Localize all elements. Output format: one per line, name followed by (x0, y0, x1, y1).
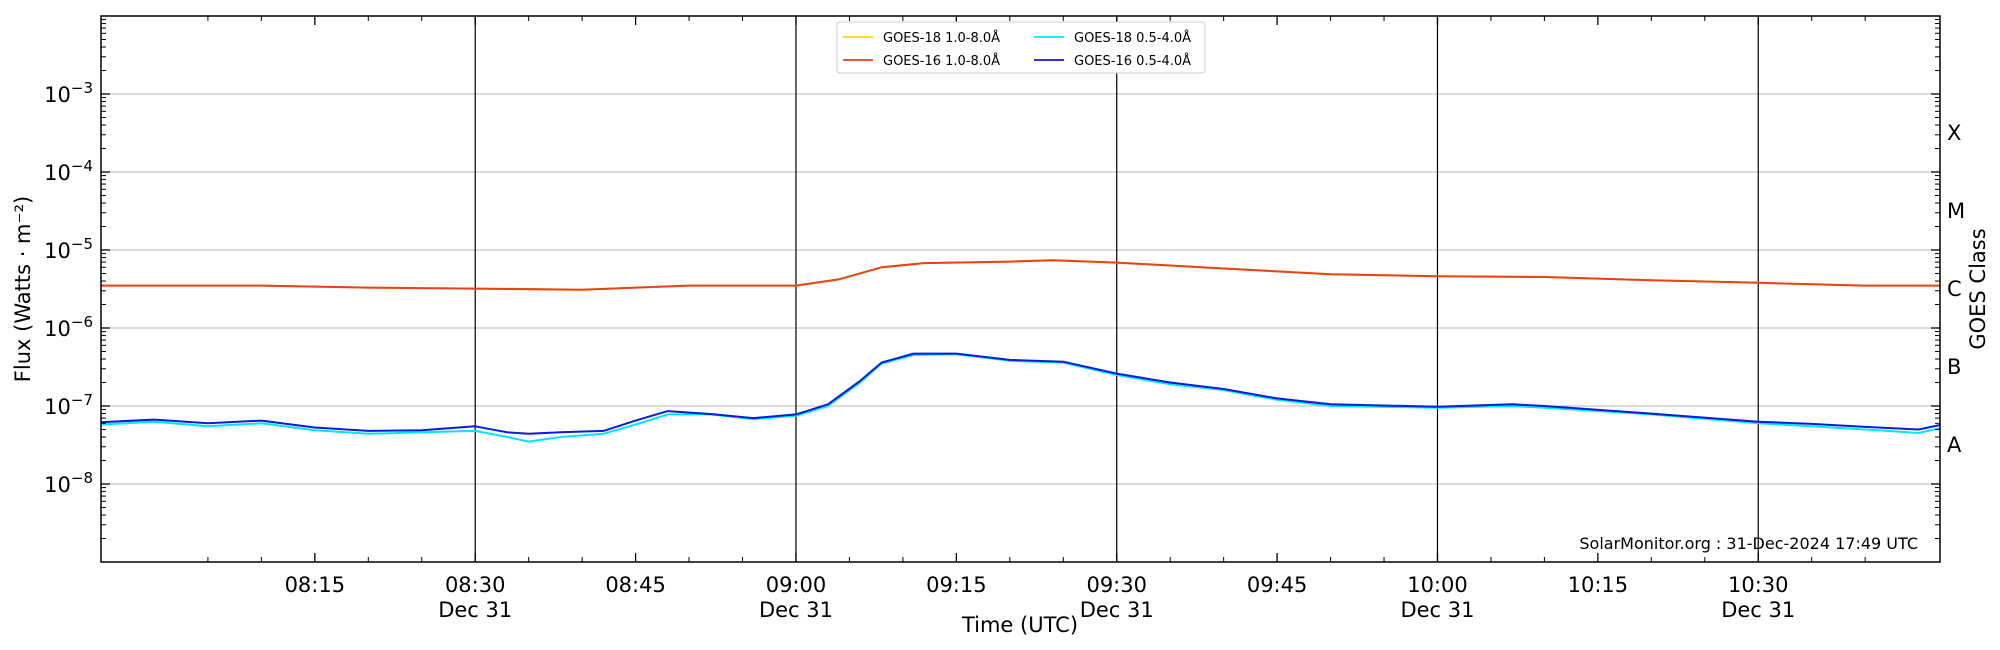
x-tick-label: 10:30 (1728, 573, 1789, 597)
series-lines (100, 259, 1941, 443)
y-tick-label: 10−6 (44, 313, 93, 341)
legend-label: GOES-18 0.5-4.0Å (1074, 30, 1191, 46)
plot-frame (100, 15, 1941, 563)
series-line (101, 259, 1940, 291)
x-tick-label: 10:15 (1568, 573, 1629, 597)
x-tick-label: 08:15 (285, 573, 346, 597)
x-tick-date-label: Dec 31 (438, 598, 512, 622)
goes-class-label: M (1947, 199, 1965, 223)
y-tick-exponent: −4 (71, 157, 93, 175)
y-axis-title: Flux (Watts · m⁻²) (11, 196, 35, 382)
y-axis-ticks: 10−810−710−610−510−410−3 (44, 19, 1940, 540)
y-tick-base: 10 (44, 239, 71, 263)
y-axis-title-text: Flux (Watts · m⁻²) (11, 196, 35, 382)
y-tick-label: 10−4 (44, 157, 93, 185)
goes-class-label: B (1947, 355, 1961, 379)
x-tick-date-label: Dec 31 (1080, 598, 1154, 622)
class-axis-title: GOES Class (1966, 228, 1990, 349)
goes-class-label: C (1947, 277, 1962, 301)
x-tick-label: 09:15 (926, 573, 987, 597)
legend-box (836, 21, 1206, 74)
x-tick-label: 08:45 (605, 573, 666, 597)
y-tick-base: 10 (44, 395, 71, 419)
gridlines (101, 93, 1940, 485)
y-tick-label: 10−5 (44, 235, 93, 263)
y-tick-exponent: −7 (71, 391, 93, 409)
legend-label: GOES-18 1.0-8.0Å (883, 30, 1000, 46)
goes-class-label: A (1947, 433, 1962, 457)
y-tick-base: 10 (44, 83, 71, 107)
x-tick-label: 09:45 (1247, 573, 1308, 597)
x-tick-label: 08:30 (445, 573, 506, 597)
watermark: SolarMonitor.org : 31-Dec-2024 17:49 UTC (1579, 534, 1918, 553)
y-tick-label: 10−7 (44, 391, 93, 419)
legend-label: GOES-16 0.5-4.0Å (1074, 53, 1191, 69)
day-boundary-lines (474, 16, 1759, 562)
goes-class-labels: A B C M X (1947, 121, 1965, 457)
x-axis-title: Time (UTC) (961, 613, 1078, 637)
x-tick-date-label: Dec 31 (1400, 598, 1474, 622)
series-line (100, 352, 1941, 435)
y-tick-exponent: −3 (71, 79, 93, 97)
y-tick-label: 10−3 (44, 79, 93, 107)
y-tick-exponent: −5 (71, 235, 93, 253)
y-tick-base: 10 (44, 317, 71, 341)
y-tick-base: 10 (44, 161, 71, 185)
legend-label: GOES-16 1.0-8.0Å (883, 53, 1000, 69)
y-tick-label: 10−8 (44, 469, 93, 497)
legend: GOES-18 1.0-8.0Å GOES-16 1.0-8.0Å GOES-18 … (836, 21, 1206, 74)
x-tick-label: 09:30 (1086, 573, 1147, 597)
x-tick-date-label: Dec 31 (759, 598, 833, 622)
x-tick-label: 09:00 (766, 573, 827, 597)
goes-class-label: X (1947, 121, 1961, 145)
x-tick-date-label: Dec 31 (1721, 598, 1795, 622)
y-tick-exponent: −8 (71, 469, 93, 487)
x-tick-label: 10:00 (1407, 573, 1468, 597)
y-tick-exponent: −6 (71, 313, 93, 331)
y-tick-base: 10 (44, 473, 71, 497)
